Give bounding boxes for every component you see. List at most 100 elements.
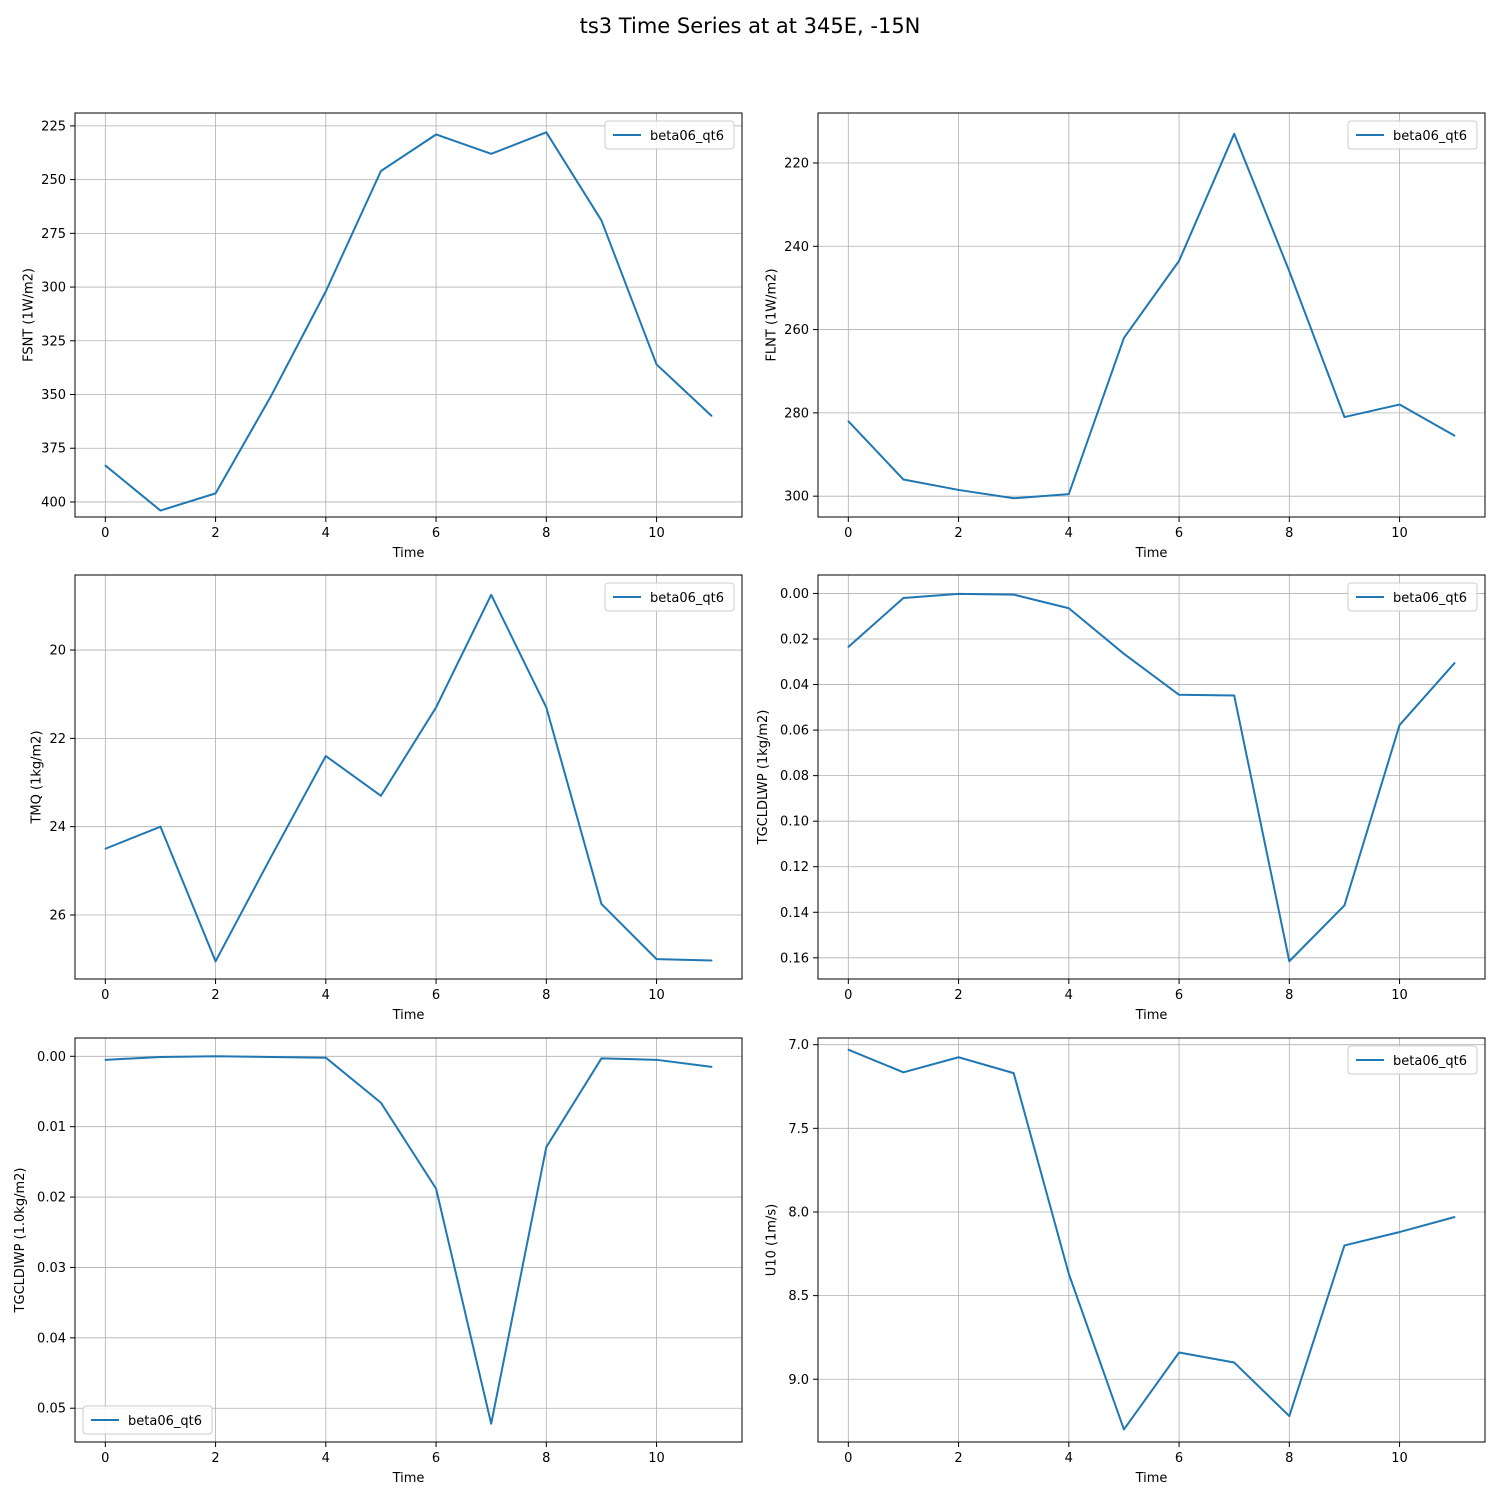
x-tick-label: 4	[322, 1451, 330, 1466]
y-axis-label: U10 (1m/s)	[764, 1204, 779, 1276]
x-tick-label: 2	[211, 988, 219, 1003]
y-tick-label: 8.5	[788, 1289, 809, 1304]
data-point	[1398, 403, 1401, 406]
x-axis-label: Time	[1135, 1471, 1168, 1486]
subplot-5: 0 2 4 6 8 10 0.00 0.01 0.02 0.03 0.04 0.05 Time TGCLD…	[13, 1037, 743, 1486]
data-point	[159, 1056, 162, 1058]
y-axis-label: FSNT (1W/m2)	[21, 268, 36, 362]
data-point	[159, 825, 162, 828]
x-tick-label: 6	[432, 1451, 440, 1466]
data-point	[1012, 1072, 1015, 1074]
x-axis-label: Time	[1135, 546, 1168, 561]
data-point	[380, 1101, 382, 1104]
y-axis-label: TMQ (1kg/m2)	[30, 730, 45, 824]
y-tick-label: 0.12	[780, 860, 809, 875]
series-line	[847, 1048, 1455, 1431]
y-tick-label: 0.06	[780, 724, 809, 739]
data-point	[957, 489, 960, 491]
y-tick-label: 0.14	[780, 906, 809, 921]
y-tick-label: 0.00	[37, 1050, 66, 1065]
data-point	[1178, 1351, 1180, 1354]
data-point	[1178, 693, 1180, 696]
data-point	[325, 755, 327, 757]
data-point	[847, 646, 850, 648]
x-tick-label: 6	[1175, 988, 1183, 1003]
legend: beta06_qt6	[82, 1405, 213, 1435]
data-point	[1343, 904, 1346, 907]
figure-title: ts3 Time Series at at 345E, -15N	[579, 14, 921, 38]
axes-frame	[817, 112, 1486, 518]
y-tick-label: 20	[49, 644, 66, 659]
series-line	[847, 132, 1456, 500]
data-point	[159, 509, 162, 512]
x-tick-label: 10	[648, 526, 665, 541]
x-axis-label: Time	[392, 1471, 425, 1486]
data-point	[490, 594, 492, 596]
x-tick-label: 6	[1175, 526, 1183, 541]
x-tick-label: 10	[1391, 1451, 1408, 1466]
x-tick-label: 2	[954, 1451, 962, 1466]
y-tick-label: 0.02	[37, 1191, 66, 1206]
series-line	[105, 1055, 712, 1425]
y-tick-label: 24	[49, 820, 66, 835]
subplot-6: 0 2 4 6 8 10 7.0 7.5 8.0 8.5 9.0 Time U10 (1m/s) beta…	[764, 1037, 1486, 1486]
y-axis-label: FLNT (1W/m2)	[764, 268, 779, 361]
x-tick-label: 10	[648, 1451, 665, 1466]
legend: beta06_qt6	[1347, 1045, 1478, 1075]
data-point	[214, 492, 217, 495]
y-tick-label: 275	[41, 227, 66, 242]
data-point	[214, 960, 217, 963]
y-tick-label: 240	[784, 240, 809, 255]
x-tick-label: 4	[322, 988, 330, 1003]
axes-frame	[817, 574, 1486, 980]
legend-box	[1347, 582, 1478, 612]
data-point	[545, 1146, 548, 1148]
x-tick-label: 2	[211, 1451, 219, 1466]
y-tick-label: 350	[41, 388, 66, 403]
y-tick-label: 0.04	[37, 1331, 66, 1346]
y-tick-label: 0.03	[37, 1261, 66, 1276]
x-tick-label: 6	[432, 526, 440, 541]
y-tick-label: 0.02	[780, 632, 809, 647]
data-point	[104, 847, 107, 850]
data-point	[1233, 694, 1235, 697]
data-point	[1068, 493, 1070, 495]
data-point	[1288, 270, 1291, 273]
y-tick-label: 250	[41, 173, 66, 188]
legend-label: beta06_qt6	[1393, 129, 1467, 144]
y-tick-label: 300	[784, 490, 809, 505]
data-point	[435, 706, 437, 709]
x-axis-label: Time	[392, 546, 425, 561]
data-point	[1068, 607, 1070, 610]
legend: beta06_qt6	[1347, 582, 1478, 612]
x-tick-label: 8	[542, 1451, 550, 1466]
data-point	[600, 219, 603, 222]
legend-box	[1347, 120, 1478, 150]
data-point	[104, 464, 107, 467]
data-point	[1123, 652, 1125, 655]
y-tick-label: 0.16	[780, 951, 809, 966]
legend-box	[604, 120, 735, 150]
data-point	[710, 959, 713, 962]
y-tick-label: 400	[41, 495, 66, 510]
data-point	[104, 1059, 107, 1061]
legend-label: beta06_qt6	[128, 1414, 202, 1429]
axes-frame	[817, 1037, 1486, 1443]
data-point	[1233, 1361, 1235, 1364]
data-point	[655, 363, 658, 366]
x-tick-label: 0	[844, 526, 852, 541]
data-point	[490, 153, 492, 155]
data-point	[269, 395, 272, 398]
data-point	[957, 1056, 960, 1059]
legend-label: beta06_qt6	[1393, 1054, 1467, 1069]
data-point	[380, 794, 382, 797]
data-point	[710, 1066, 713, 1068]
x-tick-label: 8	[1285, 526, 1293, 541]
axes-frame	[74, 112, 743, 518]
x-tick-label: 10	[1391, 526, 1408, 541]
data-point	[1343, 1244, 1346, 1247]
data-point	[269, 856, 272, 859]
data-point	[1123, 337, 1125, 339]
data-point	[1398, 724, 1401, 726]
